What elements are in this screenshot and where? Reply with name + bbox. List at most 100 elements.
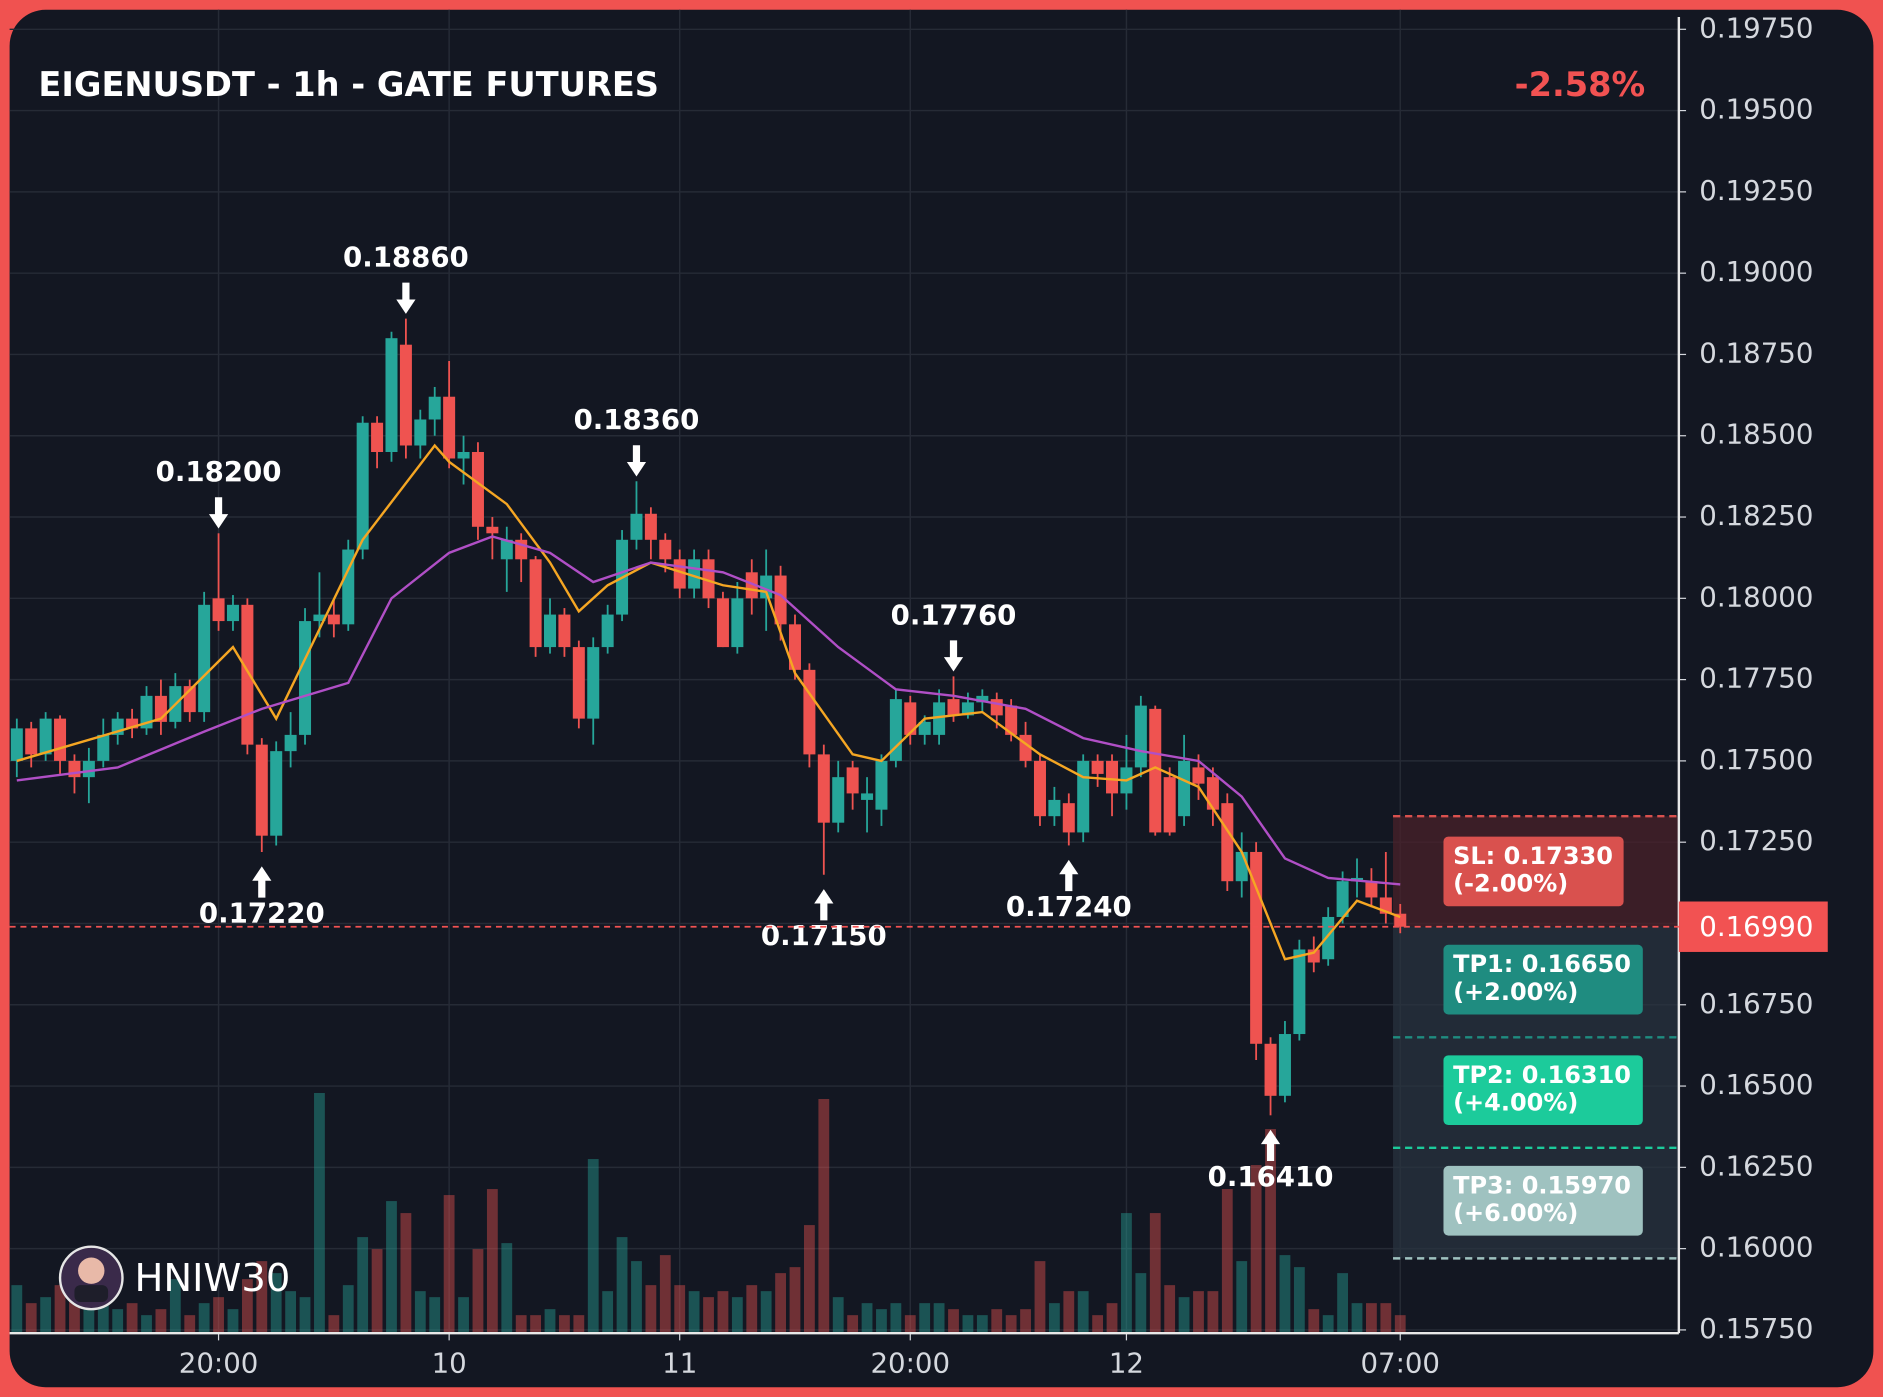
candle-body — [976, 695, 989, 703]
last-price-label: 0.16990 — [1699, 910, 1813, 943]
candle-body — [414, 419, 427, 446]
annotation-arrow — [1059, 859, 1079, 892]
x-tick-label: 07:00 — [1360, 1346, 1440, 1379]
volume-bar — [1279, 1255, 1291, 1334]
candle-body — [1221, 803, 1234, 882]
candle-body — [1278, 1034, 1291, 1096]
volume-bar — [501, 1243, 513, 1334]
candle-body — [198, 604, 211, 713]
volume-bar — [904, 1315, 916, 1334]
volume-bar — [1178, 1297, 1190, 1334]
y-tick-label: 0.15750 — [1699, 1312, 1813, 1345]
candle-body — [371, 422, 384, 452]
annotation-label: 0.17150 — [761, 919, 887, 952]
candle-body — [774, 575, 787, 625]
volume-bar — [688, 1291, 700, 1334]
volume-bar — [371, 1249, 383, 1334]
candle-body — [1062, 803, 1075, 833]
volume-bar — [559, 1315, 570, 1334]
candle-body — [25, 728, 38, 755]
candle-body — [97, 734, 110, 761]
volume-bar — [1034, 1261, 1046, 1334]
candle-body — [270, 751, 283, 836]
y-tick-label: 0.16750 — [1699, 987, 1813, 1020]
level-label: SL: 0.17330 — [1453, 842, 1613, 870]
volume-bar — [241, 1279, 253, 1334]
volume-bar — [1164, 1285, 1176, 1334]
annotation-arrow — [208, 497, 229, 529]
level-box — [1443, 1055, 1643, 1126]
change: -2.58% — [1515, 65, 1646, 104]
volume-bar — [1106, 1303, 1118, 1334]
volume-bar — [25, 1303, 37, 1334]
y-tick-label: 0.16500 — [1699, 1068, 1813, 1101]
volume-bar — [847, 1315, 859, 1334]
volume-bar — [299, 1297, 311, 1334]
volume-bar — [1322, 1315, 1334, 1334]
volume-bar — [1149, 1213, 1161, 1334]
volume-bar — [1063, 1291, 1075, 1334]
volume-bar — [587, 1159, 599, 1334]
candle-body — [601, 614, 614, 648]
candle-body — [760, 575, 773, 599]
y-tick-label: 0.18750 — [1699, 336, 1813, 369]
volume-bar — [602, 1291, 614, 1334]
x-tick-label: 11 — [662, 1346, 697, 1379]
volume-bar — [544, 1309, 556, 1334]
candle-body — [1192, 767, 1205, 784]
volume-bar — [1236, 1261, 1248, 1334]
volume-bar — [674, 1285, 686, 1334]
volume-bar — [314, 1092, 325, 1334]
volume-bar — [803, 1225, 815, 1334]
volume-bar — [1380, 1303, 1392, 1334]
candle-body — [1005, 705, 1018, 735]
annotation-label: 0.17240 — [1006, 890, 1132, 923]
annotation-arrow — [252, 866, 272, 898]
candle-body — [832, 777, 845, 823]
volume-bar — [731, 1297, 743, 1334]
candle-body — [904, 702, 917, 735]
volume-bar — [832, 1297, 844, 1334]
candle-body — [1048, 799, 1061, 817]
y-tick-label: 0.18000 — [1699, 580, 1813, 613]
volume-bar — [112, 1309, 124, 1334]
annotation-label: 0.17220 — [199, 896, 325, 929]
candle-body — [1336, 881, 1349, 917]
volume-bar — [155, 1309, 167, 1334]
candle-body — [428, 396, 441, 420]
volume-bar — [818, 1098, 830, 1334]
candle-body — [1134, 705, 1147, 768]
candle-body — [212, 598, 225, 622]
candle-body — [1149, 708, 1162, 833]
x-tick-label: 20:00 — [870, 1346, 950, 1379]
volume-bar — [703, 1297, 714, 1334]
candle-body — [990, 699, 1003, 716]
volume-bar — [876, 1309, 887, 1334]
level-note: (+6.00%) — [1453, 1199, 1578, 1227]
candle-body — [10, 728, 23, 761]
candle-body — [126, 718, 139, 729]
x-tick-label: 20:00 — [179, 1346, 259, 1379]
y-tick-label: 0.19000 — [1699, 255, 1813, 288]
volume-bar — [486, 1189, 498, 1334]
annotation-arrow — [396, 282, 416, 314]
level-box — [1443, 944, 1643, 1015]
ma-line — [16, 443, 1401, 961]
volume-bar — [40, 1297, 52, 1334]
volume-bar — [1366, 1303, 1377, 1334]
candle-body — [299, 621, 312, 735]
volume-bar — [1394, 1315, 1406, 1334]
volume-bar — [83, 1309, 95, 1334]
volume-bar — [270, 1273, 282, 1334]
candle-body — [659, 539, 672, 560]
volume-bar — [141, 1315, 152, 1334]
candle-body — [140, 695, 153, 729]
y-tick-label: 0.17250 — [1699, 824, 1813, 857]
volume-bar — [962, 1315, 974, 1334]
volume-bar — [631, 1261, 642, 1334]
candle-body — [875, 760, 888, 810]
volume-bar — [1207, 1291, 1219, 1334]
volume-bar — [1020, 1309, 1031, 1334]
candle-body — [342, 549, 355, 625]
